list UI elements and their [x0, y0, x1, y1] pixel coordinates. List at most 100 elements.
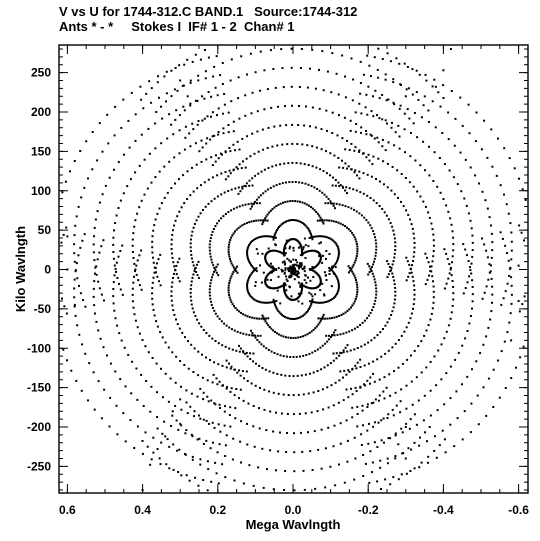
data-point — [343, 116, 346, 119]
data-point — [281, 313, 283, 316]
data-point — [339, 222, 342, 225]
data-point — [190, 343, 193, 346]
data-point — [445, 204, 448, 207]
data-point — [447, 111, 450, 114]
data-point — [433, 151, 436, 154]
data-point — [414, 159, 417, 162]
data-point — [154, 218, 157, 221]
data-point — [312, 249, 315, 252]
data-point — [281, 182, 284, 185]
data-point — [276, 250, 279, 253]
data-point — [369, 75, 372, 78]
data-point — [351, 416, 354, 419]
data-point — [173, 224, 176, 227]
data-point — [163, 196, 166, 199]
data-point — [366, 317, 368, 320]
data-point — [330, 269, 333, 272]
data-point — [400, 173, 403, 175]
data-point — [350, 268, 353, 271]
data-point — [344, 148, 347, 151]
data-point — [151, 287, 154, 289]
data-point — [209, 255, 212, 258]
data-point — [451, 230, 454, 233]
data-point — [156, 391, 158, 394]
data-point — [300, 289, 303, 292]
data-point — [303, 251, 306, 254]
data-point — [382, 160, 385, 163]
data-point — [333, 316, 336, 319]
data-point — [189, 246, 192, 249]
data-point — [303, 124, 306, 127]
data-point — [229, 406, 232, 409]
data-point — [293, 269, 296, 272]
data-point — [354, 298, 357, 300]
data-point — [205, 158, 208, 161]
data-point — [294, 200, 297, 203]
data-point — [227, 248, 230, 251]
data-point — [370, 339, 373, 342]
data-point — [432, 180, 435, 182]
data-point — [443, 248, 446, 251]
data-point — [260, 281, 263, 284]
data-point — [424, 205, 427, 208]
data-point — [332, 176, 334, 179]
data-point — [197, 350, 200, 353]
data-point — [273, 352, 276, 354]
data-point — [153, 271, 156, 274]
data-point — [161, 117, 164, 120]
data-point — [434, 126, 437, 129]
data-point — [391, 263, 394, 266]
data-point — [157, 258, 160, 261]
data-point — [273, 206, 276, 209]
data-point — [284, 201, 287, 203]
data-point — [159, 253, 162, 256]
data-point — [198, 414, 200, 417]
data-point — [351, 368, 354, 371]
data-point — [283, 247, 286, 250]
data-point — [326, 70, 329, 73]
data-point — [248, 260, 251, 263]
data-point — [337, 248, 340, 251]
data-point — [380, 439, 383, 442]
data-point — [301, 253, 304, 256]
data-point — [184, 336, 186, 339]
data-point — [346, 309, 349, 312]
data-point — [359, 92, 362, 95]
data-point — [237, 227, 240, 230]
data-point — [520, 231, 523, 234]
data-point — [296, 200, 299, 203]
data-point — [158, 280, 160, 283]
data-point — [449, 268, 452, 271]
data-point — [337, 255, 340, 258]
data-point — [170, 248, 173, 250]
data-point — [283, 162, 286, 165]
data-point — [450, 274, 453, 277]
data-point — [172, 229, 174, 232]
data-point — [337, 289, 340, 292]
data-point — [334, 274, 337, 277]
data-point — [429, 361, 432, 363]
data-point — [321, 344, 324, 347]
data-point — [391, 408, 394, 411]
data-point — [156, 212, 159, 215]
data-point — [158, 207, 161, 210]
data-point — [309, 231, 312, 234]
data-point — [249, 52, 252, 55]
data-point — [299, 355, 301, 358]
data-point — [273, 233, 276, 236]
data-point — [209, 240, 212, 243]
data-point — [304, 274, 307, 277]
data-point — [303, 267, 306, 270]
data-point — [224, 444, 227, 447]
data-point — [350, 387, 352, 390]
data-point — [469, 315, 472, 317]
data-point — [143, 158, 146, 161]
data-point — [238, 205, 241, 208]
data-point — [211, 273, 214, 276]
data-point — [327, 426, 330, 429]
data-point — [218, 219, 220, 222]
data-point — [286, 280, 289, 282]
data-point — [182, 105, 185, 108]
data-point — [432, 296, 435, 299]
data-point — [387, 273, 390, 276]
